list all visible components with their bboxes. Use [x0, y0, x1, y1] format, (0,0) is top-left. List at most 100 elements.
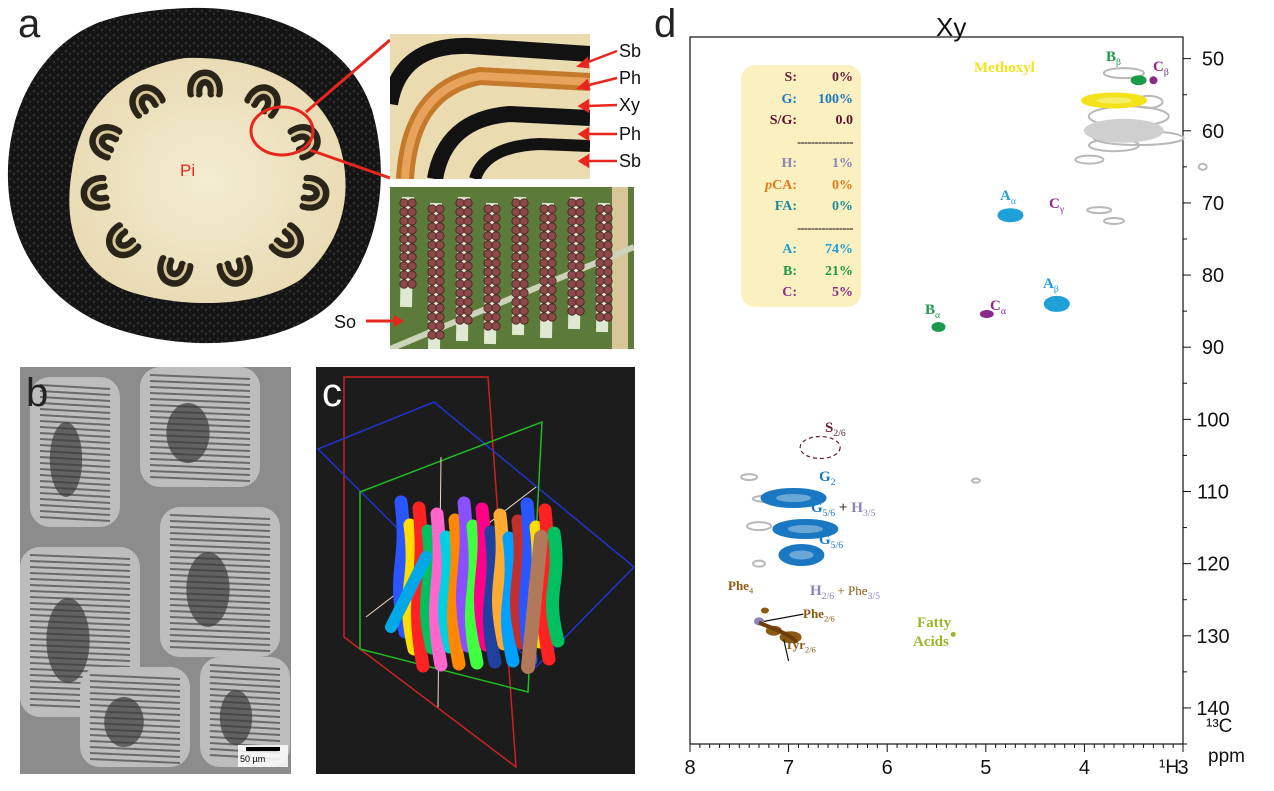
- peak-contour: [760, 607, 769, 614]
- annotation-c-beta: Cβ: [1153, 59, 1169, 78]
- annotation-a-alpha: Aα: [1000, 188, 1016, 207]
- highlight-circle: [249, 105, 315, 157]
- legend-key: B:: [783, 263, 797, 279]
- legend-key: C:: [782, 285, 797, 300]
- annotation-b-alpha: Bα: [925, 302, 941, 321]
- y-tick-label: 60: [1202, 121, 1224, 143]
- scale-bar-label: 50 µm: [240, 754, 266, 764]
- peak-contour: [1043, 295, 1070, 312]
- panel-a-stem-section: [7, 7, 390, 344]
- label-so: So: [334, 312, 357, 332]
- panel-letter-c: c: [322, 371, 342, 415]
- annotation-phe4: Phe4: [728, 578, 754, 596]
- peak-contour: [1149, 76, 1158, 85]
- annotation-c-alpha: Cα: [990, 298, 1006, 317]
- peak-contour: [1130, 75, 1147, 86]
- legend-key: S/G:: [769, 113, 797, 128]
- legend-row-c: C: 5%: [745, 285, 857, 307]
- legend-row-pca: pCA: 0%: [745, 178, 857, 200]
- panel-letter-b: b: [26, 371, 49, 415]
- legend-value: 0%: [832, 199, 853, 214]
- y-tick-label: 100: [1196, 409, 1229, 431]
- panel-b-sem-image: [20, 367, 291, 774]
- peak-contour: [760, 487, 827, 508]
- legend-key: G:: [781, 91, 797, 107]
- background-contour: [1074, 154, 1105, 165]
- legend-key: S:: [784, 70, 797, 85]
- annotation-phe26: Phe2/6: [803, 606, 835, 624]
- x-tick-label: 3: [1177, 757, 1188, 779]
- y-axis-unit-13c: ¹³C: [1206, 716, 1233, 737]
- label-ph-bottom: Ph: [619, 124, 642, 144]
- peak-contour: [950, 631, 956, 637]
- label-ph-top: Ph: [619, 68, 642, 88]
- background-contour: [1102, 67, 1145, 80]
- panel-letter-a: a: [18, 2, 41, 46]
- annotation-a-beta: Aβ: [1043, 276, 1059, 295]
- spectrum-title: Xy: [936, 12, 967, 42]
- peak-contour: [772, 519, 839, 540]
- legend-value: 74%: [825, 242, 853, 257]
- legend-row-fa: FA: 0%: [745, 199, 857, 221]
- legend-key: A:: [782, 242, 797, 257]
- background-contour: [752, 559, 767, 568]
- panel-c-3d-render: [316, 367, 635, 774]
- label-xy: Xy: [619, 95, 641, 115]
- background-contour: [746, 521, 773, 532]
- peak-contour: [931, 322, 946, 333]
- legend-row-g: G: 100%: [745, 92, 857, 114]
- y-tick-label: 70: [1202, 193, 1224, 215]
- background-contour: [1102, 216, 1125, 225]
- inset-fern-sori: [390, 187, 634, 349]
- annotation-tyr26: Tyr2/6: [785, 637, 816, 655]
- legend-separator: ----------------: [797, 220, 853, 235]
- annotation-g56-h35: G5/6 + H3/5: [811, 500, 876, 519]
- y-tick-label: 130: [1196, 626, 1229, 648]
- x-tick-label: 4: [1079, 757, 1090, 779]
- peak-contour-inner: [789, 550, 814, 560]
- y-tick-label: 110: [1197, 482, 1229, 504]
- composition-legend-box: [741, 65, 861, 307]
- y-axis-unit-ppm: ppm: [1208, 746, 1245, 767]
- legend-value: 0%: [832, 177, 853, 193]
- annotation-acids: Acids: [913, 634, 949, 650]
- annotation-g56: G5/6: [819, 532, 844, 551]
- inset-bundle-closeup: [390, 34, 590, 179]
- annotation-fatty: Fatty: [917, 615, 952, 631]
- peak-contour: [997, 208, 1024, 223]
- annotation-c-gamma: Cγ: [1049, 196, 1065, 215]
- annotation-methoxyl: Methoxyl: [974, 60, 1035, 76]
- x-tick-label: 6: [882, 757, 893, 779]
- y-tick-label: 140: [1196, 698, 1229, 720]
- annotation-s26: S2/6: [825, 420, 846, 439]
- peak-contour: [1080, 92, 1147, 109]
- legend-value: 5%: [832, 285, 853, 300]
- legend-key: pCA:: [765, 177, 797, 193]
- peak-contour-inner: [775, 493, 812, 503]
- legend-key: FA:: [774, 199, 797, 214]
- pith-label: Pi: [180, 161, 196, 180]
- peak-contour: [778, 543, 825, 566]
- legend-value: 0.0: [835, 113, 854, 128]
- background-contour: [740, 473, 759, 482]
- background-contour: [970, 477, 981, 484]
- peak-contour: [758, 620, 799, 645]
- y-tick-label: 80: [1202, 265, 1224, 287]
- legend-value: 100%: [818, 91, 853, 107]
- background-contour: [1083, 118, 1164, 143]
- inset-arrows: [576, 49, 618, 169]
- label-sb-bottom: Sb: [619, 151, 642, 171]
- legend-row-b: B: 21%: [745, 264, 857, 286]
- legend-rows: S: 0% G: 100% S/G: 0.0 ---------------- H: 1% pCA…: [745, 70, 857, 307]
- y-tick-label: 90: [1202, 337, 1224, 359]
- peak-contour: [979, 310, 994, 319]
- peak-contour-inner: [787, 524, 823, 534]
- legend-row-h: H: 1%: [745, 156, 857, 178]
- legend-row-sg: S/G: 0.0: [745, 113, 857, 135]
- background-contour: [1086, 206, 1113, 215]
- x-tick-label: 7: [783, 757, 794, 779]
- peak-contour-inner: [1096, 97, 1132, 104]
- legend-value: 0%: [832, 70, 853, 85]
- legend-value: 21%: [825, 263, 853, 279]
